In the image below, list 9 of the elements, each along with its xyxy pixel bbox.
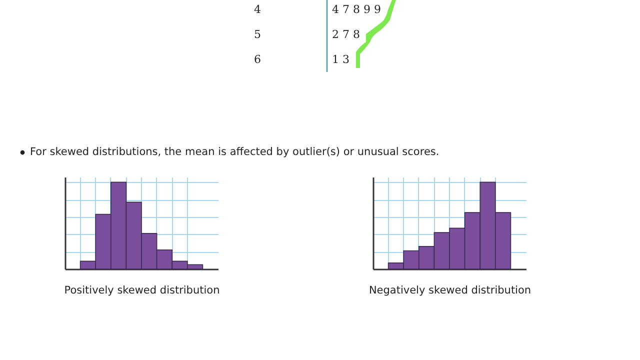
text: 6	[254, 53, 261, 67]
text: 2 7 8	[332, 28, 360, 42]
text: 1 3	[332, 53, 350, 67]
text: 4 7 8 9 9	[332, 3, 381, 17]
text: 5	[254, 28, 261, 42]
text: 4	[254, 3, 261, 17]
x-axis-title: Negatively skewed distribution	[368, 284, 532, 296]
text: For skewed distributions, the mean is affected by outlier(s) or unusual scores.	[30, 145, 440, 159]
x-axis-title: Positively skewed distribution	[64, 284, 220, 296]
